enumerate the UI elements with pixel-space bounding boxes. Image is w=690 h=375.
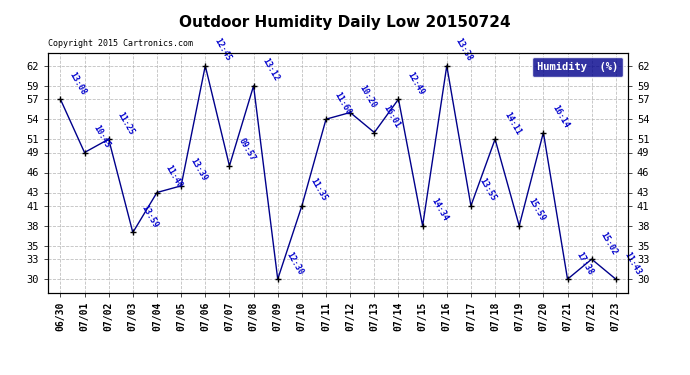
Text: Copyright 2015 Cartronics.com: Copyright 2015 Cartronics.com: [48, 39, 193, 48]
Text: 12:49: 12:49: [406, 70, 426, 96]
Text: 11:35: 11:35: [309, 177, 329, 203]
Text: 10:45: 10:45: [92, 124, 112, 150]
Text: 14:11: 14:11: [502, 110, 522, 136]
Text: 12:45: 12:45: [213, 37, 233, 63]
Text: 16:01: 16:01: [382, 104, 402, 130]
Text: 09:57: 09:57: [237, 137, 257, 163]
Legend: Humidity  (%): Humidity (%): [532, 57, 623, 77]
Text: 17:38: 17:38: [575, 250, 595, 276]
Text: 16:14: 16:14: [551, 104, 571, 130]
Text: 10:20: 10:20: [357, 84, 377, 110]
Text: 12:30: 12:30: [285, 250, 305, 276]
Text: 11:25: 11:25: [116, 110, 136, 136]
Text: 14:34: 14:34: [430, 197, 450, 223]
Text: 11:40: 11:40: [164, 164, 184, 190]
Text: 13:39: 13:39: [188, 157, 208, 183]
Text: 13:38: 13:38: [454, 37, 474, 63]
Text: 13:55: 13:55: [478, 177, 498, 203]
Text: 11:60: 11:60: [333, 90, 353, 116]
Text: 13:59: 13:59: [140, 204, 160, 230]
Text: 15:59: 15:59: [526, 197, 546, 223]
Text: 15:02: 15:02: [599, 230, 619, 256]
Text: 11:43: 11:43: [623, 250, 643, 276]
Text: 13:08: 13:08: [68, 70, 88, 96]
Text: Outdoor Humidity Daily Low 20150724: Outdoor Humidity Daily Low 20150724: [179, 15, 511, 30]
Text: 13:12: 13:12: [261, 57, 281, 83]
